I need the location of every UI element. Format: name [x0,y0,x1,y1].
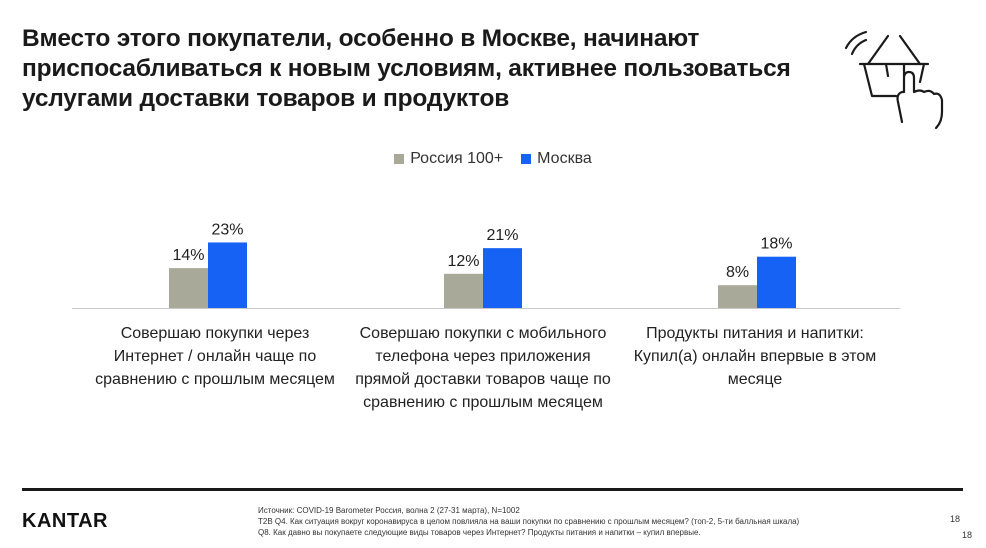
bar-russia [718,285,757,308]
chart-legend: Россия 100+ Москва [0,150,986,168]
legend-item-moscow: Москва [521,150,592,168]
data-label: 23% [211,221,243,238]
footnote-line: T2B Q4. Как ситуация вокруг коронавируса… [258,517,800,526]
category-label-line: Интернет / онлайн чаще по [113,348,317,365]
category-label-line: Совершаю покупки с мобильного [359,325,607,342]
title-line: приспосабливаться к новым условиям, акти… [22,55,791,82]
bar-russia [444,273,483,308]
legend-label-russia: Россия 100+ [410,150,504,167]
kantar-logo: KANTAR [22,510,108,532]
category-label-line: Продукты питания и напитки: [646,325,864,342]
data-label: 12% [447,253,479,270]
bar-moscow [483,248,522,308]
source-footnotes: Источник: COVID-19 Barometer Россия, вол… [258,505,799,538]
footnote-line: Источник: COVID-19 Barometer Россия, вол… [258,506,520,515]
category-label-line: Совершаю покупки через [120,325,310,342]
category-label-line: месяце [727,371,783,388]
legend-item-russia: Россия 100+ [394,150,503,168]
data-label: 14% [172,247,204,264]
legend-label-moscow: Москва [537,150,592,167]
category-label-line: сравнению с прошлым месяцем [95,371,335,388]
data-label: 8% [726,264,749,281]
bar-russia [169,268,208,308]
footnote-line: Q8. Как давно вы покупаете следующие вид… [258,528,701,537]
data-label: 18% [760,236,792,253]
category-label-line: сравнению с прошлым месяцем [363,394,603,411]
data-label: 21% [486,227,518,244]
category-label-line: Купил(а) онлайн впервые в этом [633,348,877,365]
shopping-basket-hand-pointer-icon [844,30,944,130]
legend-swatch-moscow [521,154,532,164]
title-line: Вместо этого покупатели, особенно в Моск… [22,25,700,52]
category-label: Совершаю покупки через Интернет / онлайн… [80,322,350,391]
category-label: Совершаю покупки с мобильного телефона ч… [348,322,618,414]
slide-title: Вместо этого покупатели, особенно в Моск… [22,24,802,114]
footer-divider [22,488,963,491]
legend-swatch-russia [394,154,405,164]
page-number-secondary: 18 [962,530,973,540]
page-number: 18 [950,514,961,524]
category-label: Продукты питания и напитки: Купил(а) онл… [620,322,890,391]
title-line: услугами доставки товаров и продуктов [22,85,510,112]
bar-moscow [208,242,247,308]
category-label-line: телефона через приложения [375,348,591,365]
category-label-line: прямой доставки товаров чаще по [355,371,611,388]
bar-moscow [757,256,796,308]
